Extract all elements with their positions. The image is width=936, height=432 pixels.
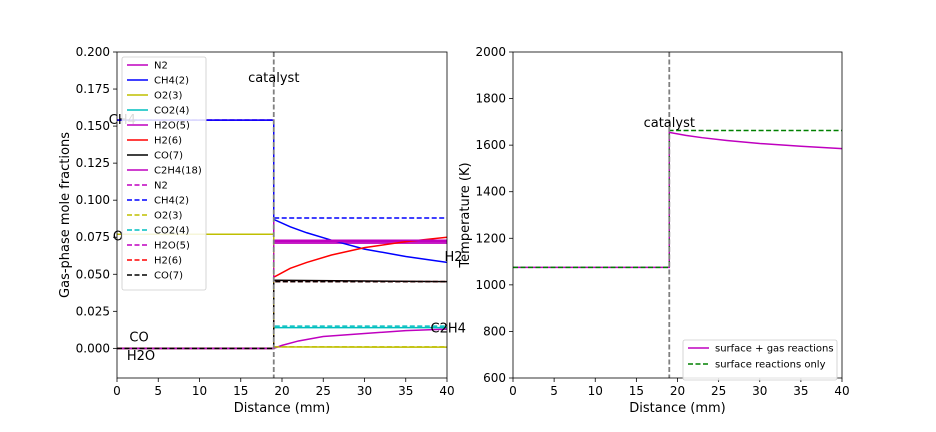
x-axis-label-left: Distance (mm) [234,401,330,416]
y-ticks-right: 600 800 1000 1200 1400 1600 1800 2000 [475,45,513,385]
x-tick-label: 40 [834,384,849,398]
y-tick-label: 0.025 [76,304,110,318]
x-tick-label: 35 [398,384,413,398]
x-tick-label: 10 [588,384,603,398]
legend-entry: H2(6) [154,256,182,267]
legend-box [121,56,207,291]
y-tick-label: 0.150 [76,119,110,133]
legend-entry: CO(7) [154,271,183,282]
legend-entry: O2(3) [154,211,182,222]
legend-entry: surface + gas reactions [715,344,834,355]
series-lines-right [513,129,843,269]
legend-entry: O2(3) [154,91,182,102]
y-axis-label-left: Gas-phase mole fractions [58,132,73,298]
y-tick-label: 1000 [475,278,506,292]
x-tick-label: 20 [274,384,289,398]
y-ticks-left: 0.000 0.025 0.050 0.075 0.100 0.125 0.150 0.175… [76,45,117,355]
legend-entry: N2 [154,61,168,72]
y-tick-label: 0.075 [76,230,110,244]
x-tick-label: 5 [550,384,558,398]
legend-entry: C2H4(18) [154,166,202,177]
x-tick-label: 30 [357,384,372,398]
x-tick-label: 20 [670,384,685,398]
legend-left: N2 CH4(2) O2(3) CO2(4) H2O(5) H2(6) CO(7) C2H4(… [121,56,207,291]
x-tick-label: 15 [629,384,644,398]
catalyst-label-left: catalyst [248,71,299,86]
y-axis-label-right: Temperature (K) [458,162,473,268]
legend-entry: CH4(2) [154,196,189,207]
legend-box [682,339,838,381]
legend-entry: CH4(2) [154,76,189,87]
legend-entry: CO(7) [154,151,183,162]
chart-mole-fractions: 0 5 10 15 20 25 30 35 40 0.000 0.025 0.050 0.075 0.1… [58,45,466,416]
chart-temperature: 0 5 10 15 20 25 30 35 40 600 800 1000 1200 1400 1600 1… [458,45,850,416]
catalyst-label-right: catalyst [644,116,695,131]
x-tick-label: 15 [233,384,248,398]
x-tick-label: 40 [439,384,454,398]
y-tick-label: 0.000 [76,341,110,355]
y-tick-label: 0.125 [76,156,110,170]
y-tick-label: 0.050 [76,267,110,281]
legend-entry: N2 [154,181,168,192]
y-tick-label: 800 [483,324,506,338]
annotation-label: H2O [127,349,155,364]
legend-entry: H2(6) [154,136,182,147]
x-tick-label: 35 [793,384,808,398]
x-tick-label: 25 [711,384,726,398]
legend-entry: H2O(5) [154,121,190,132]
x-tick-label: 0 [509,384,517,398]
y-tick-label: 0.175 [76,82,110,96]
y-tick-label: 1800 [475,92,506,106]
x-tick-label: 10 [192,384,207,398]
x-ticks-right: 0 5 10 15 20 25 30 35 40 [509,378,850,398]
y-tick-label: 0.200 [76,45,110,59]
x-tick-label: 30 [752,384,767,398]
y-tick-label: 2000 [475,45,506,59]
x-tick-label: 0 [113,384,121,398]
x-axis-label-right: Distance (mm) [629,401,725,416]
y-tick-label: 0.100 [76,193,110,207]
legend-entry: CO2(4) [154,226,189,237]
annotation-label: C2H4 [431,321,466,336]
series-line-solid-7 [117,328,448,350]
x-ticks-left: 0 5 10 15 20 25 30 35 40 [113,378,455,398]
x-tick-label: 5 [154,384,162,398]
x-tick-label: 25 [316,384,331,398]
series-line-dashed-1 [513,129,842,269]
series-line-solid-0 [513,131,843,269]
y-tick-label: 600 [483,371,506,385]
legend-entry: H2O(5) [154,241,190,252]
annotation-label: H2 [445,250,463,265]
y-tick-label: 1400 [475,185,506,199]
legend-right: surface + gas reactions surface reactions… [682,339,838,381]
y-tick-label: 1600 [475,138,506,152]
annotation-label: O [113,229,123,244]
annotation-label: CO [129,330,148,345]
legend-entry: CO2(4) [154,106,189,117]
legend-entry: surface reactions only [715,360,826,371]
y-tick-label: 1200 [475,231,506,245]
